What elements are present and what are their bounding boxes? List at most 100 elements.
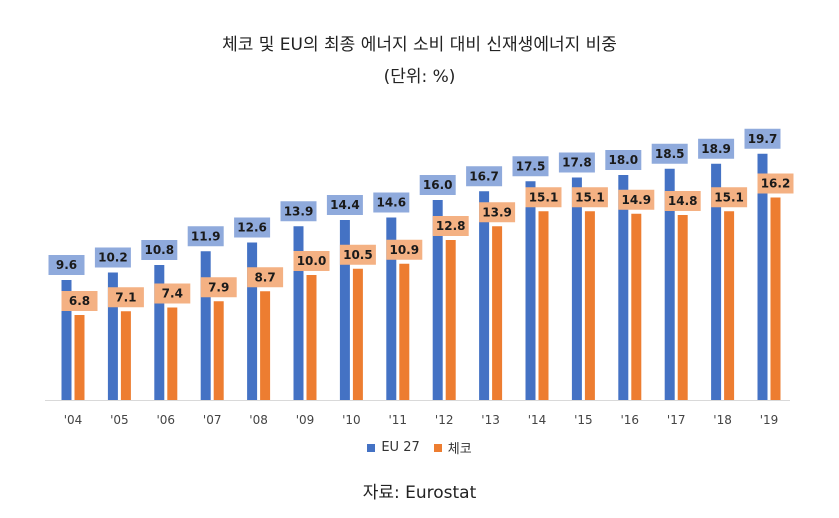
- legend-swatch-eu: [367, 443, 376, 452]
- data-label-cz: 14.8: [668, 194, 698, 208]
- bar-cz: [213, 301, 224, 400]
- x-tick-label: '07: [203, 413, 222, 427]
- bar-cz: [492, 226, 503, 400]
- bar-eu: [154, 265, 165, 400]
- data-label-box-cz: [61, 291, 98, 311]
- bar-cz: [167, 307, 178, 400]
- data-label-box-cz: [525, 187, 562, 208]
- data-label-box-cz: [339, 244, 376, 265]
- data-label-eu: 14.4: [330, 198, 360, 212]
- data-label-box-eu: [141, 240, 178, 260]
- chart-subtitle: (단위: %): [383, 67, 456, 87]
- data-label-eu: 13.9: [284, 204, 314, 218]
- data-label-eu: 18.5: [655, 147, 685, 161]
- data-label-box-cz: [107, 287, 144, 308]
- data-label-box-eu: [605, 150, 642, 170]
- data-label-cz: 14.9: [621, 193, 651, 207]
- bar-cz: [445, 240, 456, 400]
- data-label-eu: 18.0: [608, 153, 638, 167]
- x-tick-label: '12: [435, 413, 454, 427]
- data-label-eu: 9.6: [56, 258, 77, 272]
- bar-eu: [293, 226, 304, 400]
- data-label-box-eu: [326, 195, 363, 215]
- data-label-box-cz: [571, 187, 608, 208]
- x-tick-label: '11: [389, 413, 408, 427]
- data-label-cz: 10.0: [297, 254, 327, 268]
- bar-eu: [664, 168, 675, 400]
- data-label-box-cz: [154, 283, 191, 304]
- data-label-box-cz: [386, 239, 423, 260]
- bar-cz: [724, 211, 735, 400]
- bar-cz: [538, 211, 549, 400]
- x-tick-label: '13: [481, 413, 500, 427]
- bar-cz: [584, 211, 595, 400]
- legend: EU 27 체코: [0, 438, 839, 457]
- bar-eu: [571, 177, 582, 400]
- data-label-cz: 8.7: [254, 270, 275, 284]
- data-label-cz: 13.9: [482, 205, 512, 219]
- data-label-eu: 14.6: [376, 196, 406, 210]
- data-label-cz: 7.4: [162, 287, 183, 301]
- data-label-box-cz: [432, 216, 469, 236]
- data-label-eu: 11.9: [191, 229, 221, 243]
- bar-cz: [631, 213, 642, 400]
- data-label-box-eu: [48, 255, 85, 275]
- legend-item-cz: 체코: [433, 438, 472, 457]
- bar-eu: [432, 200, 443, 400]
- data-label-eu: 17.8: [562, 156, 592, 170]
- x-tick-label: '19: [760, 413, 779, 427]
- x-tick-label: '05: [110, 413, 129, 427]
- legend-swatch-cz: [433, 443, 442, 452]
- legend-label-eu: EU 27: [381, 440, 420, 455]
- data-label-eu: 17.5: [516, 159, 546, 173]
- bar-cz: [120, 311, 131, 400]
- data-label-box-eu: [698, 138, 735, 159]
- data-label-eu: 10.8: [144, 243, 174, 257]
- data-label-box-cz: [664, 191, 701, 211]
- data-label-box-eu: [187, 226, 224, 247]
- data-label-cz: 15.1: [529, 190, 559, 204]
- bar-cz: [306, 275, 317, 400]
- data-label-cz: 12.8: [436, 219, 466, 233]
- x-tick-label: '10: [342, 413, 361, 427]
- data-label-box-cz: [757, 173, 794, 194]
- bar-eu: [339, 220, 350, 400]
- bar-cz: [260, 291, 271, 400]
- bar-eu: [200, 251, 211, 400]
- bar-eu: [525, 181, 536, 400]
- x-tick-label: '14: [528, 413, 547, 427]
- data-label-eu: 19.7: [748, 132, 778, 146]
- bar-cz: [74, 315, 85, 400]
- data-label-cz: 15.1: [575, 190, 605, 204]
- data-label-box-eu: [466, 166, 503, 187]
- data-label-box-cz: [293, 251, 330, 271]
- data-label-box-eu: [234, 217, 271, 238]
- x-tick-label: '16: [621, 413, 640, 427]
- bar-cz: [399, 263, 410, 400]
- data-label-box-eu: [558, 152, 595, 173]
- bar-cz: [352, 268, 363, 400]
- x-tick-label: '15: [574, 413, 593, 427]
- data-label-box-eu: [280, 201, 317, 222]
- data-label-eu: 18.9: [701, 142, 731, 156]
- data-label-cz: 16.2: [761, 177, 791, 191]
- data-label-cz: 7.9: [208, 280, 229, 294]
- bar-eu: [61, 280, 72, 400]
- data-label-cz: 7.1: [115, 290, 136, 304]
- data-label-box-eu: [512, 156, 549, 177]
- data-label-box-eu: [744, 128, 781, 149]
- data-label-eu: 16.7: [469, 169, 499, 183]
- bar-cz: [677, 215, 688, 400]
- bar-eu: [479, 191, 490, 400]
- data-label-cz: 6.8: [69, 294, 90, 308]
- x-tick-label: '18: [713, 413, 732, 427]
- data-label-box-cz: [711, 187, 748, 208]
- x-tick-label: '09: [296, 413, 315, 427]
- bar-eu: [618, 175, 629, 400]
- data-label-eu: 10.2: [98, 251, 128, 265]
- bar-eu: [757, 153, 768, 400]
- data-label-eu: 12.6: [237, 221, 267, 235]
- bar-eu: [711, 163, 722, 400]
- bar-eu: [247, 242, 258, 400]
